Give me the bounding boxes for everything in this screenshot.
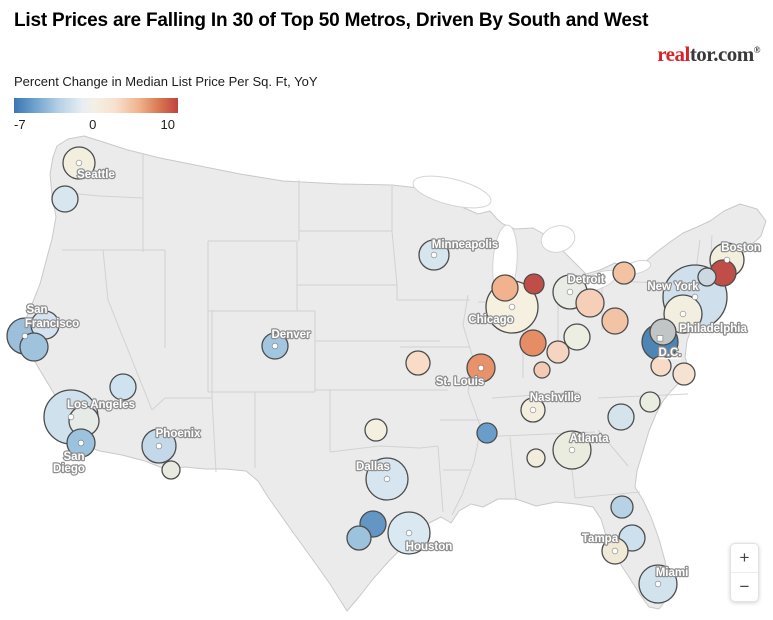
metro-bubble[interactable] <box>109 373 137 401</box>
city-label: Nashville <box>530 392 581 404</box>
city-label: St. Louis <box>436 376 485 388</box>
city-marker-dot <box>568 446 576 454</box>
metro-bubble[interactable] <box>405 350 431 376</box>
metro-bubble[interactable] <box>697 267 717 287</box>
city-marker-square <box>656 335 664 342</box>
metro-bubble[interactable] <box>476 422 498 444</box>
city-marker-dot <box>271 342 279 350</box>
city-label: San <box>26 304 47 316</box>
map-zoom-control: + − <box>730 543 759 602</box>
zoom-divider <box>731 572 758 573</box>
page-title: List Prices are Falling In 30 of Top 50 … <box>14 10 649 31</box>
state-border <box>391 185 398 300</box>
city-label: Boston <box>721 242 761 254</box>
city-label: Philadelphia <box>679 323 747 335</box>
state-border <box>491 391 581 399</box>
metro-bubble[interactable] <box>563 323 591 351</box>
state-border <box>597 429 629 467</box>
state-border <box>437 445 444 513</box>
city-label: New York <box>647 281 699 293</box>
city-label: Francisco <box>25 318 79 330</box>
legend-ticks: -7 0 10 <box>14 117 178 133</box>
legend: Percent Change in Median List Price Per … <box>14 74 318 133</box>
city-label: Los Angeles <box>67 399 135 411</box>
city-marker-dot <box>508 303 516 311</box>
metro-bubble[interactable] <box>526 448 546 468</box>
city-marker-dot <box>679 310 687 318</box>
city-label: Miami <box>656 567 689 579</box>
realtor-logo: realtor.com® <box>657 42 760 67</box>
metro-bubble[interactable] <box>346 525 372 551</box>
city-marker-dot <box>654 580 662 588</box>
city-marker-dot <box>405 529 413 537</box>
city-label: Dallas <box>356 461 390 473</box>
city-marker-dot <box>77 439 85 447</box>
city-marker-dot <box>75 159 83 167</box>
city-marker-dot <box>383 475 391 483</box>
city-label: Phoenix <box>156 428 201 440</box>
legend-tick-max: 10 <box>160 117 175 132</box>
city-label: San <box>63 451 84 463</box>
city-marker-dot <box>611 547 619 555</box>
lake <box>540 225 576 253</box>
metro-bubble[interactable] <box>364 418 388 442</box>
metro-bubble[interactable] <box>639 391 661 413</box>
metro-bubble[interactable] <box>19 332 49 362</box>
metro-bubble[interactable] <box>523 273 545 295</box>
city-label: Diego <box>53 463 85 475</box>
metro-bubble[interactable] <box>672 362 696 386</box>
city-label: Tampa <box>582 533 619 545</box>
city-marker-dot <box>430 251 438 259</box>
city-label: Denver <box>272 329 312 341</box>
metro-bubble[interactable] <box>601 307 629 335</box>
state-border <box>451 294 482 516</box>
city-marker-dot <box>21 332 29 340</box>
legend-label: Percent Change in Median List Price Per … <box>14 74 318 89</box>
state-border <box>509 436 517 501</box>
state-border <box>151 397 166 411</box>
state-border <box>102 249 153 411</box>
metro-bubble[interactable] <box>610 495 634 519</box>
state-border <box>211 397 217 473</box>
state-border <box>574 491 641 499</box>
city-label: Houston <box>406 541 453 553</box>
zoom-in-button[interactable]: + <box>731 544 758 572</box>
city-label: Atlanta <box>570 433 610 445</box>
metro-bubble[interactable] <box>491 274 519 302</box>
city-label: D.C. <box>659 347 682 359</box>
legend-tick-mid: 0 <box>89 117 97 132</box>
metro-bubble[interactable] <box>161 460 181 480</box>
metro-bubble[interactable] <box>533 361 551 379</box>
metro-bubble[interactable] <box>612 261 636 285</box>
city-marker-dot <box>723 256 731 264</box>
registered-mark: ® <box>753 45 761 55</box>
lake <box>412 175 492 209</box>
metro-bubble[interactable] <box>649 318 677 346</box>
state-border <box>329 445 439 453</box>
legend-gradient-bar <box>14 98 178 113</box>
logo-rest-part: tor.com <box>689 42 754 66</box>
city-marker-dot <box>691 293 699 301</box>
zoom-out-button[interactable]: − <box>731 573 758 601</box>
city-label: Detroit <box>567 274 604 286</box>
metro-bubble[interactable] <box>519 329 547 357</box>
city-marker-dot <box>67 413 75 421</box>
metro-bubble[interactable] <box>51 185 79 213</box>
city-label: Minneapolis <box>432 239 498 251</box>
city-marker-dot <box>477 364 485 372</box>
legend-tick-min: -7 <box>14 117 26 132</box>
metro-bubble[interactable] <box>650 355 672 377</box>
city-marker-dot <box>566 288 574 296</box>
metro-bubble[interactable] <box>575 288 605 318</box>
city-label: Chicago <box>468 314 513 326</box>
logo-real-part: real <box>657 42 690 66</box>
metro-bubble[interactable] <box>607 403 635 431</box>
city-label: Seattle <box>77 169 115 181</box>
city-marker-dot <box>155 442 163 450</box>
metro-bubble[interactable] <box>546 340 570 364</box>
city-marker-dot <box>529 406 537 414</box>
